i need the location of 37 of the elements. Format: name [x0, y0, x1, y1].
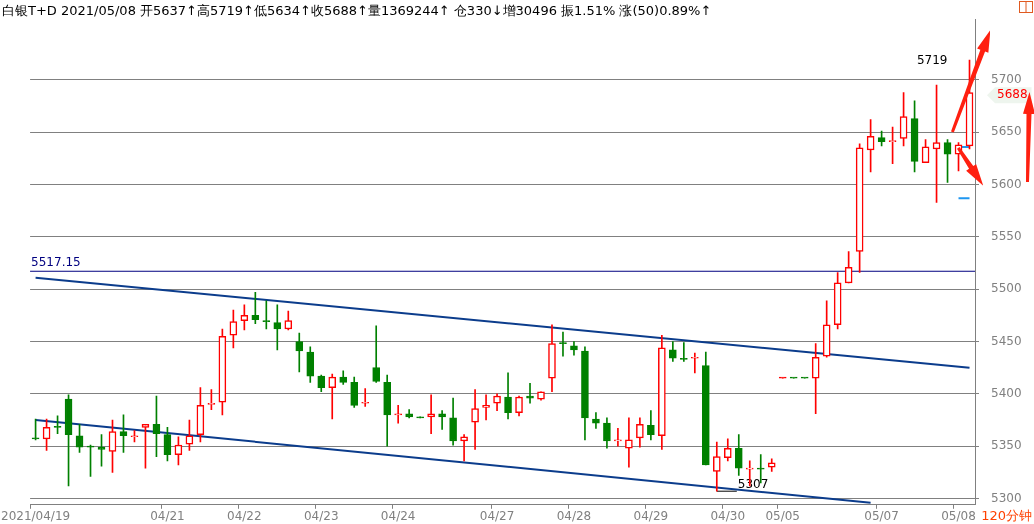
x-tick-label: 05/07	[864, 509, 899, 524]
text: 120分钟	[981, 507, 1032, 523]
x-tick-label: 04/27	[479, 509, 515, 524]
x-tick-label: 04/24	[380, 509, 416, 524]
candlestick	[690, 352, 699, 374]
x-tick-label: 04/29	[633, 509, 669, 524]
x-tick-label: 04/28	[556, 509, 592, 524]
candlestick	[482, 394, 490, 421]
y-tick-label: 5550	[991, 229, 1022, 244]
annotation: 5719	[916, 53, 948, 68]
candlestick	[361, 388, 370, 407]
candlestick	[273, 304, 282, 351]
x-tick-label: 04/22	[227, 509, 262, 524]
y-tick-label: 5600	[991, 176, 1022, 191]
ref-line-label: 5517.15	[31, 255, 81, 270]
x-tick-label: 04/21	[150, 509, 185, 524]
y-tick-label: 5350	[991, 438, 1022, 453]
y-tick-label: 5450	[991, 333, 1022, 348]
x-tick-label: 2021/04/19	[1, 509, 71, 524]
x-tick-label: 05/05	[765, 509, 801, 524]
x-tick-label: 05/08	[941, 509, 976, 524]
candlestick	[767, 458, 776, 472]
candlestick	[438, 410, 446, 430]
text: 5688	[997, 87, 1028, 102]
candlestick	[614, 428, 622, 447]
y-tick-label: 5300	[991, 490, 1022, 505]
y-tick-label: 5500	[991, 281, 1022, 296]
y-tick-label: 5700	[991, 72, 1022, 87]
candlestick	[427, 394, 435, 434]
annotation: 5307	[737, 477, 769, 492]
y-tick-label: 5650	[991, 124, 1022, 139]
x-tick-label: 04/30	[710, 509, 746, 524]
candlestick	[680, 342, 688, 362]
candlestick	[394, 405, 402, 424]
y-tick-label: 5400	[991, 385, 1022, 400]
chart-title: 白银T+D 2021/05/08 开5637↑高5719↑低5634↑收5688↑量1369244↑ 仓330↓增30496 振1.51% 涨(50)0.89%↑	[2, 2, 712, 20]
x-tick-label: 04/23	[303, 509, 339, 524]
